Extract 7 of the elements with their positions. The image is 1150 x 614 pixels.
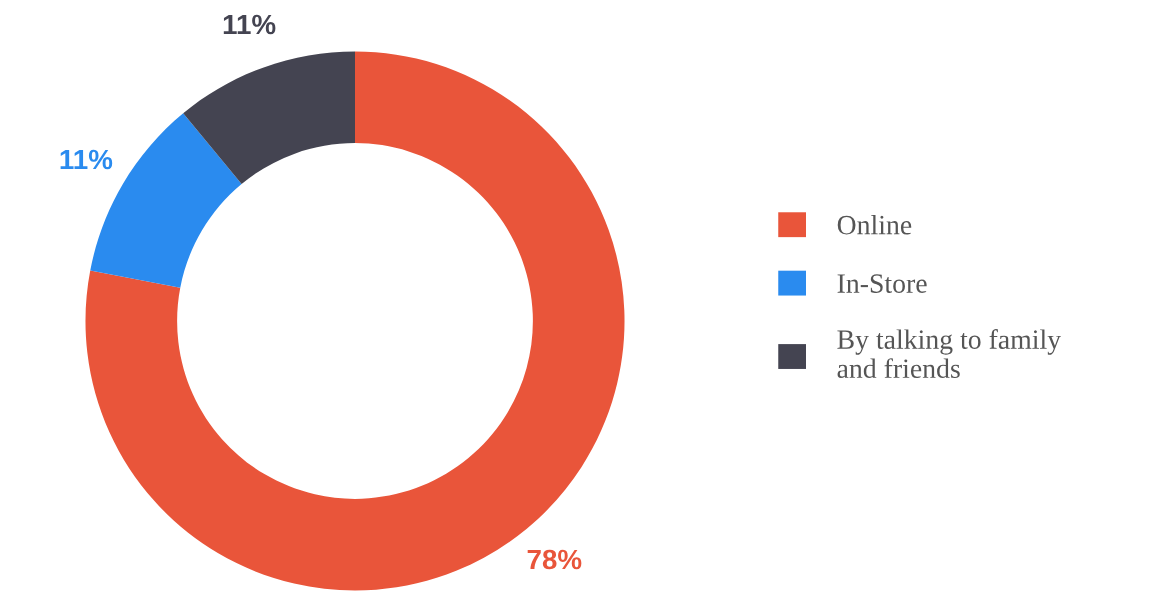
legend-label: In-Store xyxy=(837,274,927,293)
data-label: 11% xyxy=(223,14,276,35)
data-label: 11% xyxy=(60,149,113,170)
donut-slice xyxy=(183,51,355,184)
legend-label: Online xyxy=(837,214,912,235)
legend-label: By talking to family and friends xyxy=(837,329,1061,379)
data-label: 78% xyxy=(527,549,582,570)
